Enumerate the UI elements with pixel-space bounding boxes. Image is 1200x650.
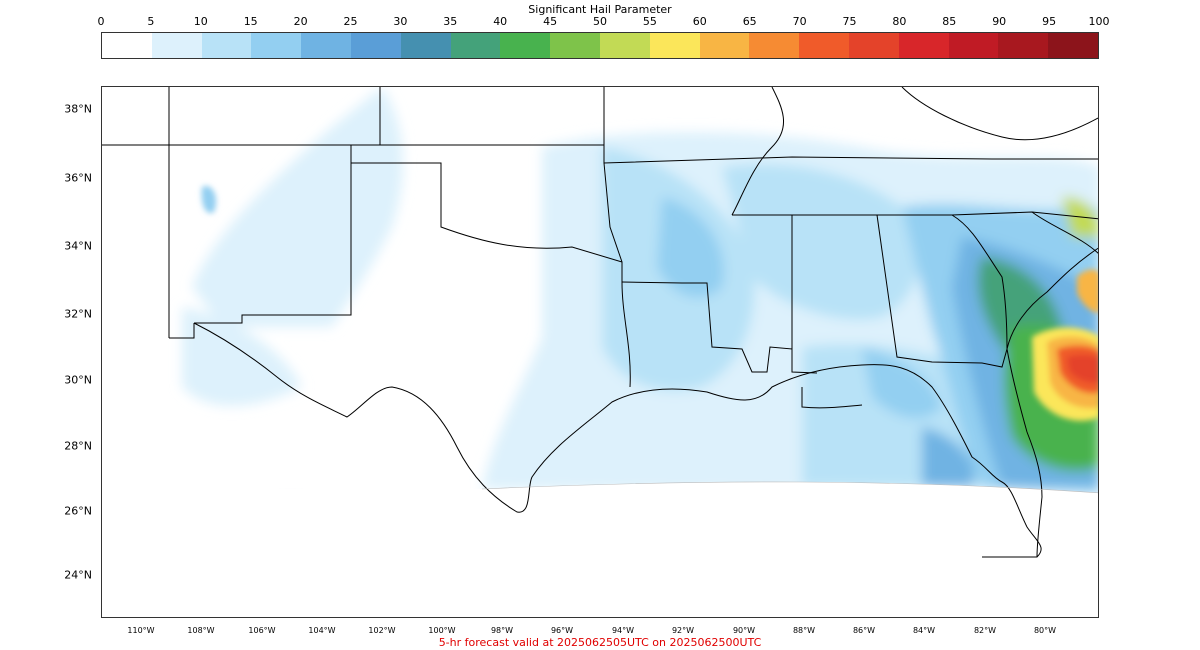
lon-label-94w: 94°W xyxy=(611,626,635,635)
colorbar-segment xyxy=(102,33,152,58)
lon-label-98w: 98°W xyxy=(490,626,514,635)
colorbar-segment xyxy=(450,33,501,58)
boundary-lines xyxy=(102,87,1098,558)
lon-label-82w: 82°W xyxy=(973,626,997,635)
lon-label-110w: 110°W xyxy=(127,626,155,635)
colorbar-tick-label: 50 xyxy=(593,15,607,28)
colorbar-tick-label: 45 xyxy=(543,15,558,28)
colorbar-tick-label: 95 xyxy=(1042,15,1057,28)
lon-label-88w: 88°W xyxy=(792,626,816,635)
colorbar-tick-label: 25 xyxy=(343,15,358,28)
lon-label-92w: 92°W xyxy=(671,626,695,635)
lat-label-24n: 24°N xyxy=(64,568,92,582)
colorbar-tick-label: 60 xyxy=(692,15,707,28)
colorbar-tick-label: 85 xyxy=(942,15,957,28)
colorbar-segment xyxy=(550,33,600,58)
colorbar-tick-label: 100 xyxy=(1088,15,1110,28)
colorbar-segment xyxy=(500,33,551,58)
colorbar-tick-label: 90 xyxy=(992,15,1007,28)
colorbar xyxy=(101,32,1099,59)
colorbar-tick-label: 0 xyxy=(97,15,105,28)
lon-label-90w: 90°W xyxy=(732,626,756,635)
lat-label-30n: 30°N xyxy=(64,373,92,387)
colorbar-tick-label: 15 xyxy=(243,15,258,28)
lon-label-80w: 80°W xyxy=(1033,626,1057,635)
lon-label-100w: 100°W xyxy=(428,626,456,635)
colorbar-segment xyxy=(948,33,999,58)
map-panel xyxy=(101,86,1099,618)
lon-label-106w: 106°W xyxy=(248,626,276,635)
lat-label-34n: 34°N xyxy=(64,239,92,253)
colorbar-segment xyxy=(1048,33,1098,58)
colorbar-title: Significant Hail Parameter xyxy=(528,3,672,16)
colorbar-segment xyxy=(998,33,1049,58)
colorbar-segment xyxy=(749,33,800,58)
lat-label-28n: 28°N xyxy=(64,439,92,453)
hail-field xyxy=(182,87,1098,493)
colorbar-segment xyxy=(201,33,252,58)
colorbar-tick-label: 10 xyxy=(193,15,208,28)
colorbar-tick-labels: 0 5 10 15 20 25 30 35 40 45 50 55 60 65 70 75 80 85 90 95 10… xyxy=(0,15,1200,29)
lon-label-96w: 96°W xyxy=(550,626,574,635)
domain-edge xyxy=(481,481,1098,494)
lat-label-36n: 36°N xyxy=(64,171,92,185)
lat-label-38n: 38°N xyxy=(64,102,92,116)
colorbar-segment xyxy=(151,33,202,58)
lat-label-26n: 26°N xyxy=(64,504,92,518)
colorbar-tick-label: 55 xyxy=(642,15,657,28)
lon-label-102w: 102°W xyxy=(368,626,396,635)
map-canvas xyxy=(102,87,1098,558)
colorbar-segment xyxy=(699,33,750,58)
colorbar-segment xyxy=(599,33,650,58)
lon-label-86w: 86°W xyxy=(852,626,876,635)
colorbar-tick-label: 65 xyxy=(742,15,757,28)
colorbar-segment xyxy=(649,33,700,58)
colorbar-tick-label: 75 xyxy=(842,15,857,28)
colorbar-tick-label: 20 xyxy=(293,15,308,28)
colorbar-tick-label: 40 xyxy=(493,15,508,28)
lon-label-108w: 108°W xyxy=(187,626,215,635)
colorbar-segment xyxy=(301,33,351,58)
colorbar-tick-label: 70 xyxy=(792,15,807,28)
colorbar-tick-label: 5 xyxy=(147,15,155,28)
forecast-valid-caption: 5-hr forecast valid at 2025062505UTC on … xyxy=(438,636,762,649)
colorbar-segment xyxy=(400,33,451,58)
colorbar-segment xyxy=(251,33,302,58)
lon-label-84w: 84°W xyxy=(912,626,936,635)
colorbar-tick-label: 35 xyxy=(443,15,458,28)
colorbar-segment xyxy=(799,33,849,58)
colorbar-segment xyxy=(350,33,401,58)
colorbar-segment xyxy=(898,33,949,58)
colorbar-segment xyxy=(848,33,899,58)
colorbar-tick-label: 30 xyxy=(393,15,408,28)
colorbar-tick-label: 80 xyxy=(892,15,907,28)
lat-label-32n: 32°N xyxy=(64,307,92,321)
lon-label-104w: 104°W xyxy=(308,626,336,635)
